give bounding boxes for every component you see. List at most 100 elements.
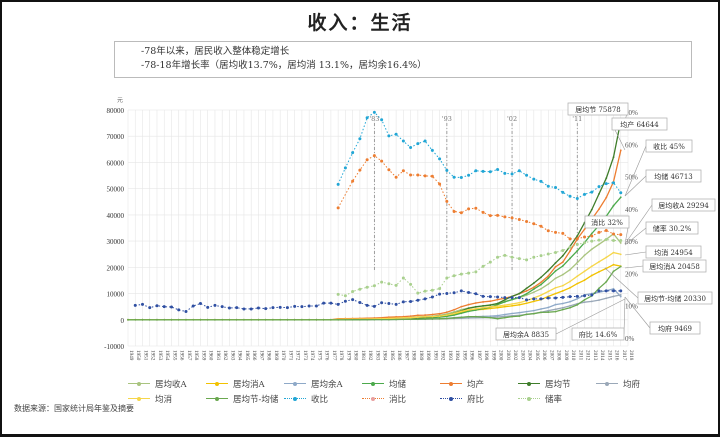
svg-text:2017: 2017 [621,350,627,361]
svg-text:1963: 1963 [229,350,235,361]
svg-text:1995: 1995 [461,350,467,361]
svg-text:1953: 1953 [157,350,163,361]
svg-text:府比 14.6%: 府比 14.6% [579,330,618,339]
series-储率 [336,238,623,298]
svg-text:均府 9469: 均府 9469 [658,324,692,333]
svg-text:1966: 1966 [251,350,257,361]
svg-text:1956: 1956 [179,350,185,361]
svg-text:1950: 1950 [135,350,141,361]
legend-item: 居均消A [206,378,284,390]
svg-text:0%: 0% [625,335,635,343]
svg-text:1965: 1965 [244,350,250,361]
legend-swatch-icon [284,382,306,386]
svg-text:1979: 1979 [345,350,351,361]
svg-text:消比 32%: 消比 32% [591,218,623,227]
svg-text:80000: 80000 [107,107,125,115]
legend-swatch-icon [206,382,228,386]
svg-text:2011: 2011 [577,350,583,361]
svg-text:1958: 1958 [193,350,199,361]
svg-text:1968: 1968 [266,350,272,361]
svg-text:1955: 1955 [171,350,177,361]
series-府比 [133,289,623,314]
legend-swatch-icon [362,382,384,386]
chart-legend: 居均收A 居均消A 居均余A 均储 均产 居均节 均府 均消 居均节-均储 收比 消比 府比 储率 [128,376,688,406]
svg-text:40%: 40% [625,206,638,214]
svg-text:1967: 1967 [258,350,264,361]
svg-text:1988: 1988 [411,350,417,361]
legend-label: 府比 [467,394,485,405]
svg-text:1983: 1983 [374,350,380,361]
svg-text:2004: 2004 [527,350,533,361]
legend-item: 居均节 [518,378,596,390]
svg-text:30%: 30% [625,238,638,246]
svg-text:2006: 2006 [541,350,547,361]
legend-item: 均消 [128,393,206,405]
svg-text:居均节 75878: 居均节 75878 [575,105,621,114]
note-line-2: -78-18年增长率（居均收13.7%，居均消 13.1%，居均余16.4%） [141,60,427,71]
svg-text:60000: 60000 [107,159,125,167]
y-axis-left: -10000 0 10000 20000 30000 40000 50000 60000 700… [104,97,124,351]
legend-swatch-icon [440,397,462,401]
legend-item: 均储 [362,378,440,390]
svg-text:2015: 2015 [606,350,612,361]
svg-text:1976: 1976 [324,350,330,361]
svg-text:2016: 2016 [614,350,620,361]
svg-text:'11: '11 [572,115,582,123]
svg-text:2007: 2007 [548,350,554,361]
svg-text:1987: 1987 [403,350,409,361]
svg-text:1977: 1977 [331,350,337,361]
svg-text:30000: 30000 [107,238,125,246]
legend-swatch-icon [128,397,150,401]
note-line-1: -78年以来，居民收入整体稳定增长 [141,46,290,57]
legend-item: 居均余A [284,378,362,390]
svg-text:70%: 70% [625,109,638,117]
svg-text:1984: 1984 [382,350,388,361]
svg-text:1999: 1999 [490,350,496,361]
legend-label: 收比 [311,394,329,405]
grid [127,109,629,347]
svg-text:居均收A 29294: 居均收A 29294 [658,201,709,210]
svg-text:1970: 1970 [280,350,286,361]
svg-text:40000: 40000 [107,212,125,220]
svg-text:50000: 50000 [107,186,125,194]
legend-swatch-icon [518,397,540,401]
series-消比 [336,154,623,241]
svg-text:20000: 20000 [107,264,125,272]
svg-text:2010: 2010 [570,350,576,361]
svg-text:1974: 1974 [309,350,315,361]
svg-text:1960: 1960 [208,350,214,361]
legend-swatch-icon [440,382,462,386]
data-source: 数据来源：国家统计局年鉴及摘要 [14,404,134,413]
svg-text:70000: 70000 [107,133,125,141]
svg-text:1993: 1993 [447,350,453,361]
y-axis-right: 0% 10% 20% 30% 40% 50% 60% 70% [625,109,638,343]
reference-lines: '83 '93 '02 '11 [369,115,582,270]
svg-text:1985: 1985 [389,350,395,361]
svg-text:10000: 10000 [107,291,125,299]
legend-label: 居均节-均储 [233,394,279,405]
svg-text:-10000: -10000 [104,343,124,351]
svg-text:1998: 1998 [483,350,489,361]
legend-swatch-icon [284,397,306,401]
series-收比 [336,110,623,201]
legend-label: 储率 [545,394,563,405]
svg-text:居均节-均储 20330: 居均节-均储 20330 [644,294,706,303]
svg-text:均产 64644: 均产 64644 [620,120,659,129]
svg-text:1981: 1981 [360,350,366,361]
svg-text:50%: 50% [625,174,638,182]
svg-text:1954: 1954 [164,350,170,361]
legend-swatch-icon [206,397,228,401]
svg-text:2000: 2000 [498,350,504,361]
x-axis: 1949 1950 1951 1952 1953 1954 1955 1956 1957 1958… [128,350,634,361]
legend-label: 居均节 [545,379,571,390]
svg-text:1969: 1969 [273,350,279,361]
svg-text:均消 24954: 均消 24954 [654,248,693,257]
legend-swatch-icon [596,382,618,386]
svg-text:2012: 2012 [585,350,591,361]
svg-text:1962: 1962 [222,350,228,361]
svg-text:1989: 1989 [418,350,424,361]
svg-text:居均消A 20458: 居均消A 20458 [649,262,700,271]
svg-text:1986: 1986 [396,350,402,361]
svg-text:1972: 1972 [295,350,301,361]
y-axis-unit: 元 [117,97,123,104]
